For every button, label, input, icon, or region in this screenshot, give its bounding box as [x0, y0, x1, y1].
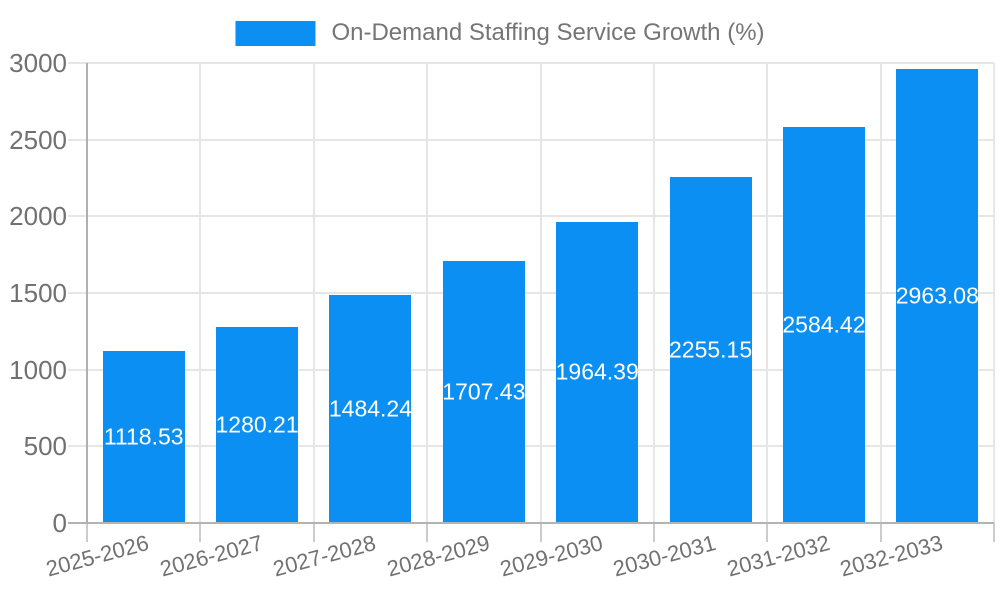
bar-value-label: 1707.43: [442, 378, 526, 405]
bar: [782, 126, 865, 523]
x-axis-tick: [199, 523, 202, 542]
x-axis-tick: [993, 523, 995, 542]
gridline-vertical: [879, 63, 882, 523]
bar-value-label: 1964.39: [555, 358, 639, 385]
gridline-vertical: [312, 63, 315, 523]
gridline-horizontal: [68, 62, 994, 64]
bar-value-label: 2584.42: [782, 311, 866, 338]
gridline-horizontal: [68, 445, 994, 448]
bar: [102, 351, 185, 523]
x-axis-tick: [86, 523, 88, 542]
y-axis-label: 1500: [9, 278, 67, 308]
x-axis-label: 2032-2033: [837, 530, 946, 582]
x-axis-tick: [312, 523, 315, 542]
bar: [896, 68, 979, 523]
gridline-vertical: [199, 63, 202, 523]
x-axis-tick: [766, 523, 769, 542]
bar: [329, 295, 412, 523]
bar-value-label: 2255.15: [668, 336, 753, 363]
gridline-vertical: [652, 63, 655, 523]
x-axis-tick: [652, 523, 655, 542]
bar-value-label: 2963.08: [895, 282, 979, 309]
x-axis-label: 2025-2026: [43, 530, 152, 582]
x-axis-tick: [426, 523, 429, 542]
x-axis-label: 2027-2028: [270, 530, 379, 582]
gridline-horizontal: [68, 368, 994, 371]
legend-label: On-Demand Staffing Service Growth (%): [331, 19, 765, 46]
x-axis-label: 2030-2031: [610, 530, 719, 582]
x-axis-label: 2026-2027: [157, 530, 266, 582]
x-axis-label: 2029-2030: [497, 530, 606, 582]
gridline-vertical: [426, 63, 429, 523]
bar: [442, 261, 525, 523]
bar-value-label: 1118.53: [103, 423, 184, 450]
gridline-horizontal: [68, 138, 994, 141]
legend-color-swatch: [235, 20, 316, 46]
y-axis-label: 500: [23, 431, 67, 462]
legend: On-Demand Staffing Service Growth (%): [235, 19, 765, 47]
y-axis-label: 2500: [9, 124, 67, 155]
y-axis-label: 2000: [9, 201, 67, 232]
gridline-vertical: [993, 63, 995, 523]
bar: [216, 326, 299, 523]
bar: [669, 177, 752, 523]
x-axis-tick: [879, 523, 882, 542]
gridline-horizontal: [68, 292, 994, 294]
bar: [556, 221, 639, 523]
x-axis-label: 2028-2029: [383, 530, 493, 582]
y-axis-label: 1000: [9, 354, 67, 385]
y-axis-label: 3000: [9, 48, 67, 78]
gridline-horizontal: [68, 215, 994, 218]
x-axis-line: [68, 522, 994, 524]
gridline-vertical: [539, 63, 542, 523]
bar-value-label: 1280.21: [215, 411, 299, 438]
y-axis-label: 0: [52, 508, 67, 538]
y-axis-line: [86, 63, 88, 524]
gridline-vertical: [766, 63, 769, 523]
x-axis-label: 2031-2032: [724, 530, 833, 582]
x-axis-tick: [539, 523, 542, 542]
bar-value-label: 1484.24: [328, 395, 413, 422]
